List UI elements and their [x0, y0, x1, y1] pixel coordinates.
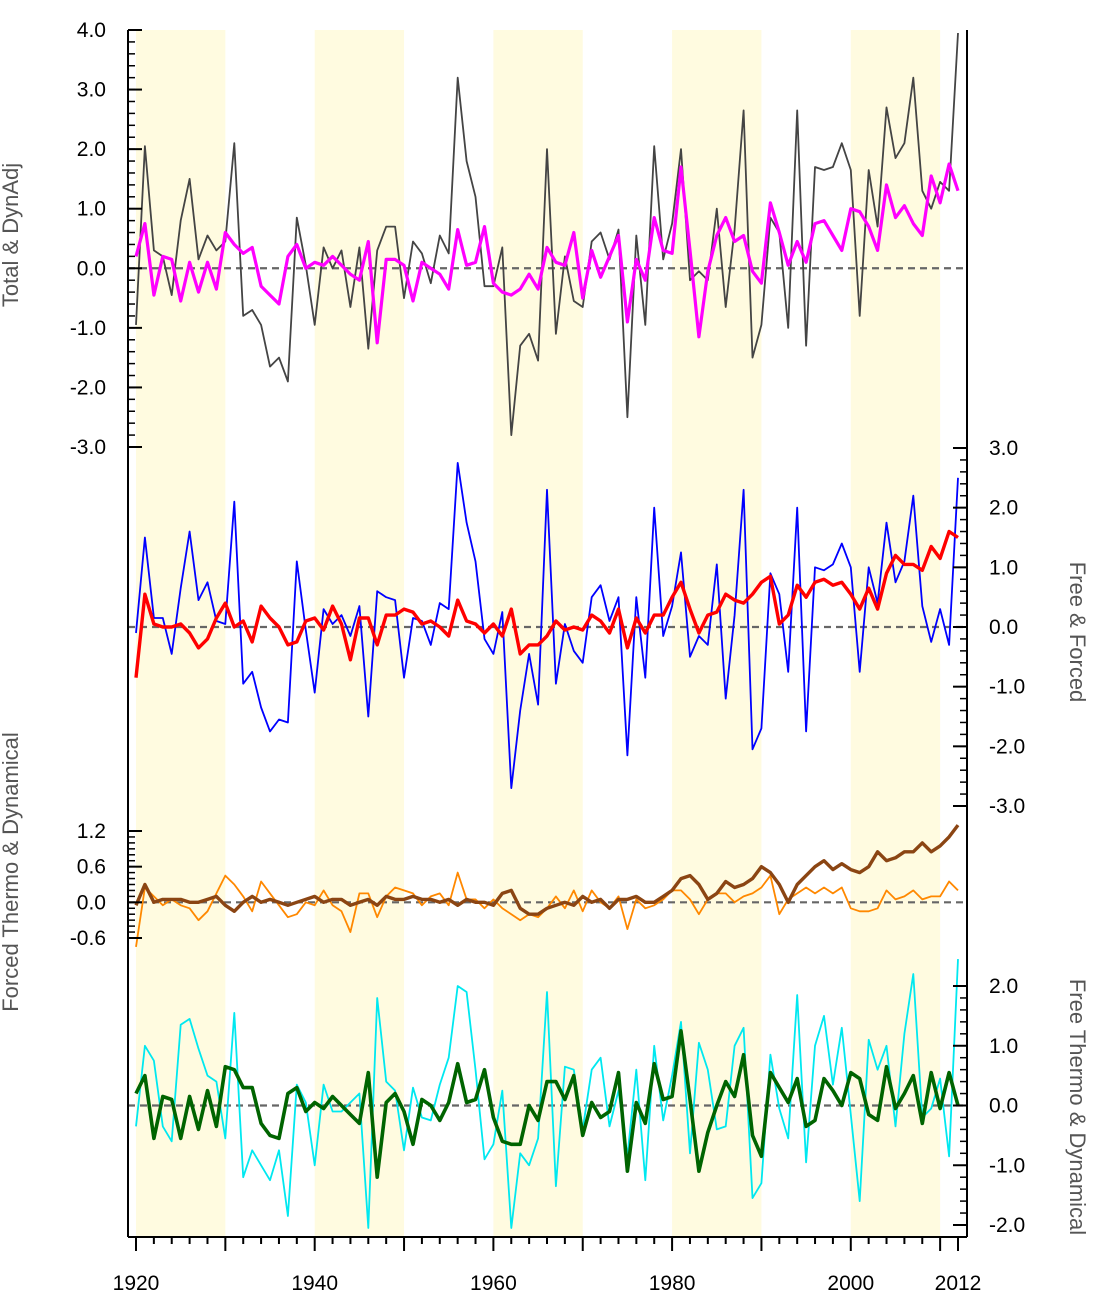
y-tick-label: -1.0	[989, 676, 1025, 699]
y-tick-label: -2.0	[70, 376, 106, 399]
series-line	[135, 959, 959, 1229]
decade-shading	[136, 30, 941, 1237]
x-tick-label: 2012	[935, 1272, 982, 1295]
y-tick-label: 3.0	[989, 437, 1018, 460]
x-tick-label: 1920	[113, 1272, 160, 1295]
y-tick-label: 0.0	[77, 891, 106, 914]
x-tick-label: 2000	[827, 1272, 874, 1295]
y-tick-label: -2.0	[989, 1214, 1025, 1237]
decade-band	[136, 30, 226, 1237]
y-tick-label: 0.0	[989, 1095, 1018, 1118]
decade-band	[493, 30, 583, 1237]
y-tick-label: 0.0	[77, 257, 106, 280]
series-line	[134, 162, 960, 345]
y-tick-label: 2.0	[77, 138, 106, 161]
y-axis-title: Forced Thermo & Dynamical	[0, 732, 23, 1012]
y-tick-label: 1.2	[77, 820, 106, 843]
data-series	[134, 32, 960, 1229]
y-tick-label: -1.0	[70, 317, 106, 340]
series-line	[134, 1029, 960, 1179]
axes	[127, 29, 968, 1251]
y-tick-label: 2.0	[989, 975, 1018, 998]
x-tick-label: 1960	[470, 1272, 517, 1295]
y-axis-title: Free Thermo & Dynamical	[1065, 979, 1090, 1235]
y-tick-label: 1.0	[989, 556, 1018, 579]
y-axis-title: Free & Forced	[1065, 562, 1090, 703]
decade-band	[314, 30, 405, 1237]
series-line	[134, 529, 959, 678]
y-tick-label: -2.0	[989, 735, 1025, 758]
x-tick-label: 1940	[291, 1272, 338, 1295]
tick-labels: 1920 1940 1960 1980 2000 2012 4.0 3.0 2.0 1.0 0.0 -…	[0, 19, 1090, 1295]
y-tick-label: 3.0	[77, 79, 106, 102]
y-tick-label: 0.6	[77, 856, 106, 879]
series-line	[135, 461, 959, 789]
series-line	[135, 32, 959, 437]
y-tick-label: 4.0	[77, 19, 106, 42]
y-tick-label: 1.0	[77, 198, 106, 221]
y-tick-label: -1.0	[989, 1154, 1025, 1177]
y-tick-label: -0.6	[70, 927, 106, 950]
y-axis-title: Total & DynAdj	[0, 163, 23, 307]
y-tick-label: 2.0	[989, 497, 1018, 520]
y-tick-label: 0.0	[989, 616, 1018, 639]
zero-lines	[128, 267, 967, 1107]
series-line	[134, 824, 960, 916]
y-tick-label: 1.0	[989, 1035, 1018, 1058]
x-tick-label: 1980	[649, 1272, 696, 1295]
y-tick-label: -3.0	[989, 795, 1025, 818]
y-tick-label: -3.0	[70, 436, 106, 459]
